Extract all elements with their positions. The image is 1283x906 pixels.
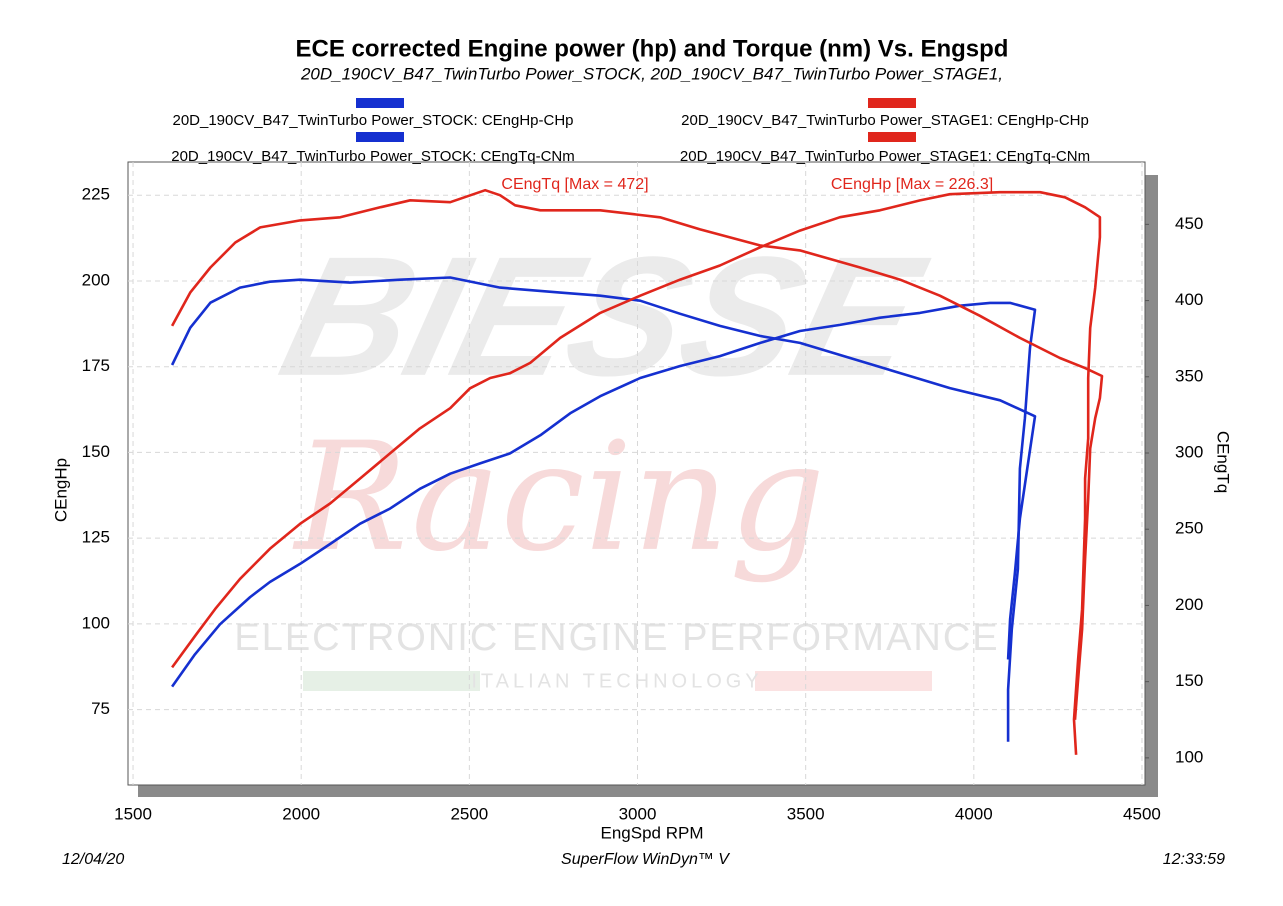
y-tick-label: 200 bbox=[82, 270, 110, 289]
footer-time: 12:33:59 bbox=[1163, 851, 1225, 868]
y-tick-label: 150 bbox=[82, 442, 110, 461]
chart-subtitle: 20D_190CV_B47_TwinTurbo Power_STOCK, 20D… bbox=[300, 64, 1003, 83]
watermark-subline: ITALIAN TECHNOLOGY bbox=[471, 670, 762, 692]
chart-title: ECE corrected Engine power (hp) and Torq… bbox=[296, 35, 1009, 62]
footer-date: 12/04/20 bbox=[62, 851, 124, 868]
legend-label: 20D_190CV_B47_TwinTurbo Power_STAGE1: CE… bbox=[681, 112, 1089, 129]
y-axis-label: CEngHp bbox=[51, 458, 70, 522]
y2-tick-label: 400 bbox=[1175, 290, 1203, 309]
legend-label: 20D_190CV_B47_TwinTurbo Power_STOCK: CEn… bbox=[171, 148, 575, 165]
annotation: CEngTq [Max = 472] bbox=[501, 176, 648, 193]
x-tick-label: 2000 bbox=[282, 804, 320, 823]
x-axis-label: EngSpd RPM bbox=[601, 823, 704, 842]
annotation: CEngHp [Max = 226.3] bbox=[831, 176, 993, 193]
x-tick-label: 1500 bbox=[114, 804, 152, 823]
legend-swatch bbox=[356, 132, 404, 142]
plot-area bbox=[127, 161, 1146, 786]
legend-swatch bbox=[868, 132, 916, 142]
watermark-brand: BIESSE bbox=[266, 221, 942, 411]
watermark-script: Racing bbox=[292, 411, 825, 585]
x-tick-label: 3500 bbox=[787, 804, 825, 823]
legend-swatch bbox=[356, 98, 404, 108]
series-line bbox=[170, 188, 1104, 720]
series-line bbox=[170, 276, 1037, 660]
y2-tick-label: 150 bbox=[1175, 671, 1203, 690]
y-tick-label: 100 bbox=[82, 613, 110, 632]
x-tick-label: 4000 bbox=[955, 804, 993, 823]
y2-tick-label: 450 bbox=[1175, 214, 1203, 233]
y-tick-label: 225 bbox=[82, 185, 110, 204]
legend-label: 20D_190CV_B47_TwinTurbo Power_STOCK: CEn… bbox=[172, 112, 573, 129]
y2-tick-label: 100 bbox=[1175, 747, 1203, 766]
watermark-bar bbox=[303, 671, 480, 691]
footer-software: SuperFlow WinDyn™ V bbox=[561, 851, 730, 868]
x-tick-label: 3000 bbox=[619, 804, 657, 823]
y-tick-label: 175 bbox=[82, 356, 110, 375]
legend-label: 20D_190CV_B47_TwinTurbo Power_STAGE1: CE… bbox=[680, 148, 1090, 165]
series-line bbox=[171, 190, 1102, 755]
legend-swatch bbox=[868, 98, 916, 108]
x-tick-label: 4500 bbox=[1123, 804, 1161, 823]
y2-tick-label: 350 bbox=[1175, 366, 1203, 385]
watermark-tagline: ELECTRONIC ENGINE PERFORMANCE bbox=[234, 617, 999, 659]
y-tick-label: 125 bbox=[82, 528, 110, 547]
y-tick-label: 75 bbox=[91, 699, 110, 718]
x-tick-label: 2500 bbox=[450, 804, 488, 823]
y2-axis-label: CEngTq bbox=[1214, 431, 1233, 493]
y2-tick-label: 200 bbox=[1175, 595, 1203, 614]
y2-tick-label: 250 bbox=[1175, 519, 1203, 538]
watermark-bar bbox=[755, 671, 932, 691]
y2-tick-label: 300 bbox=[1175, 442, 1203, 461]
series-line bbox=[171, 301, 1037, 742]
